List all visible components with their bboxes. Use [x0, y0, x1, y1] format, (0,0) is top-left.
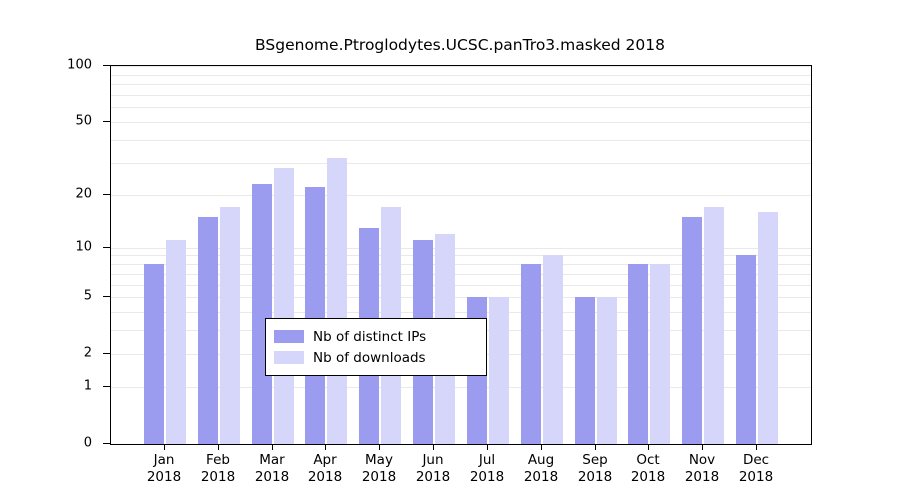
y-tick-mark — [103, 65, 110, 66]
y-tick-mark — [103, 121, 110, 122]
x-tick-label: Jul 2018 — [469, 452, 505, 485]
x-tick-label: Apr 2018 — [307, 452, 343, 485]
legend-row: Nb of distinct IPs — [274, 326, 476, 347]
gridline — [111, 274, 811, 275]
y-tick-mark — [103, 386, 110, 387]
bar-downloads-aug — [543, 255, 563, 444]
y-tick-mark — [103, 443, 110, 444]
y-tick-mark — [103, 353, 110, 354]
bar-downloads-jan — [166, 240, 186, 444]
y-tick-label: 20 — [75, 186, 92, 202]
gridline — [111, 122, 811, 123]
gridline — [111, 195, 811, 196]
bar-downloads-dec — [758, 212, 778, 444]
y-tick-mark — [103, 247, 110, 248]
y-tick-label: 10 — [75, 239, 92, 255]
y-tick-label: 50 — [75, 113, 92, 129]
x-tick-mark — [595, 444, 596, 450]
gridline — [111, 285, 811, 286]
legend-swatch-downloads — [274, 351, 304, 364]
x-tick-label: Jun 2018 — [415, 452, 451, 485]
x-tick-mark — [325, 444, 326, 450]
x-tick-mark — [702, 444, 703, 450]
bar-downloads-feb — [220, 207, 240, 444]
y-tick-label: 2 — [83, 345, 92, 361]
chart-title: BSgenome.Ptroglodytes.UCSC.panTro3.maske… — [255, 36, 665, 54]
gridline — [111, 264, 811, 265]
gridline — [111, 140, 811, 141]
y-tick-mark — [103, 194, 110, 195]
x-tick-label: Feb 2018 — [200, 452, 236, 485]
x-tick-label: Nov 2018 — [684, 452, 720, 485]
bar-distinct-ips-aug — [521, 264, 541, 444]
gridline — [111, 312, 811, 313]
x-tick-mark — [487, 444, 488, 450]
x-tick-label: May 2018 — [361, 452, 397, 485]
legend-label: Nb of downloads — [313, 349, 426, 366]
x-tick-label: Dec 2018 — [738, 452, 774, 485]
y-tick-label: 1 — [83, 378, 92, 394]
gridline — [111, 255, 811, 256]
y-tick-mark — [103, 296, 110, 297]
bar-distinct-ips-sep — [575, 297, 595, 444]
gridline — [111, 75, 811, 76]
bar-distinct-ips-oct — [628, 264, 648, 444]
gridline — [111, 107, 811, 108]
x-tick-label: Jan 2018 — [146, 452, 182, 485]
plot-area — [110, 65, 812, 445]
x-tick-mark — [433, 444, 434, 450]
x-tick-mark — [756, 444, 757, 450]
x-tick-mark — [541, 444, 542, 450]
bar-distinct-ips-mar — [252, 184, 272, 444]
gridline — [111, 248, 811, 249]
bar-distinct-ips-dec — [736, 255, 756, 444]
bar-distinct-ips-nov — [682, 217, 702, 444]
x-tick-label: Oct 2018 — [630, 452, 666, 485]
x-tick-label: Sep 2018 — [577, 452, 613, 485]
bar-distinct-ips-feb — [198, 217, 218, 444]
gridline — [111, 297, 811, 298]
gridline — [111, 163, 811, 164]
x-tick-mark — [164, 444, 165, 450]
bar-downloads-apr — [327, 158, 347, 444]
x-tick-mark — [379, 444, 380, 450]
gridline — [111, 84, 811, 85]
bar-downloads-mar — [274, 168, 294, 444]
x-tick-mark — [648, 444, 649, 450]
legend-row: Nb of downloads — [274, 347, 476, 368]
bar-distinct-ips-jan — [144, 264, 164, 444]
legend-swatch-distinct-ips — [274, 330, 304, 343]
x-tick-label: Aug 2018 — [523, 452, 559, 485]
x-tick-mark — [218, 444, 219, 450]
bar-downloads-sep — [597, 297, 617, 444]
legend-label: Nb of distinct IPs — [313, 328, 427, 345]
gridline — [111, 387, 811, 388]
x-tick-mark — [272, 444, 273, 450]
gridline — [111, 95, 811, 96]
y-tick-label: 0 — [83, 435, 92, 451]
y-tick-label: 100 — [67, 57, 92, 73]
bar-downloads-oct — [650, 264, 670, 444]
x-tick-label: Mar 2018 — [254, 452, 290, 485]
gridline — [111, 66, 811, 67]
bar-distinct-ips-apr — [305, 187, 325, 444]
legend: Nb of distinct IPs Nb of downloads — [265, 318, 487, 376]
y-tick-label: 5 — [83, 288, 92, 304]
bar-downloads-jul — [489, 297, 509, 444]
bar-downloads-nov — [704, 207, 724, 444]
